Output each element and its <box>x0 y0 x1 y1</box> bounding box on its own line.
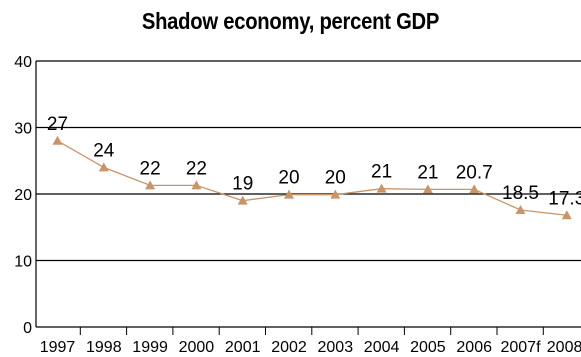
axes: 0 10 20 30 40 1997 1998 1999 2000 2001 2002 2003 200… <box>14 54 581 356</box>
x-tick-label: 2001 <box>225 339 261 356</box>
data-label: 24 <box>93 140 115 161</box>
data-label: 21 <box>371 162 392 183</box>
x-tick-label: 1997 <box>40 339 76 356</box>
gridlines <box>36 60 581 262</box>
data-label: 20 <box>325 168 346 189</box>
x-tick-label: 2008f <box>547 339 581 356</box>
x-tick-label: 2000 <box>179 339 215 356</box>
data-point <box>145 180 156 190</box>
data-point <box>284 189 294 199</box>
data-point <box>237 195 248 205</box>
data-label: 20.7 <box>456 162 493 183</box>
x-tick-label: 1998 <box>86 339 122 356</box>
data-point <box>52 135 63 145</box>
data-point <box>376 183 387 193</box>
data-label: 19 <box>232 174 253 195</box>
x-tick-label: 2006 <box>456 339 492 356</box>
data-point <box>191 180 202 190</box>
series-line-path <box>57 140 567 216</box>
x-tick-label: 2002 <box>271 339 307 356</box>
y-tick-label: 20 <box>14 187 32 204</box>
y-tick-label: 0 <box>23 320 32 337</box>
x-tick-label: 2005 <box>410 339 446 356</box>
data-label: 17.3 <box>548 188 581 209</box>
data-point <box>561 210 572 220</box>
data-point <box>515 204 526 214</box>
data-label: 20 <box>278 168 299 189</box>
y-tick-label: 40 <box>14 54 32 71</box>
data-label: 18.5 <box>502 183 539 204</box>
data-label: 22 <box>140 158 161 179</box>
x-tick-label: 2007f <box>500 339 541 356</box>
data-label: 22 <box>186 158 207 179</box>
x-tick-label: 1999 <box>132 339 168 356</box>
y-tick-label: 10 <box>14 254 32 271</box>
data-label: 27 <box>47 114 68 135</box>
y-tick-label: 30 <box>14 121 32 138</box>
x-tick-label: 2003 <box>318 339 354 356</box>
data-label: 21 <box>417 162 438 183</box>
data-labels: 27 24 22 22 19 20 20 21 21 20.7 18.5 17.3 <box>47 114 581 209</box>
data-point <box>98 162 109 172</box>
x-tick-label: 2004 <box>364 339 400 356</box>
data-point <box>469 184 480 194</box>
series-line <box>52 135 572 220</box>
chart-title: Shadow economy, percent GDP <box>141 8 440 34</box>
data-point <box>422 184 433 194</box>
data-point <box>330 189 341 199</box>
